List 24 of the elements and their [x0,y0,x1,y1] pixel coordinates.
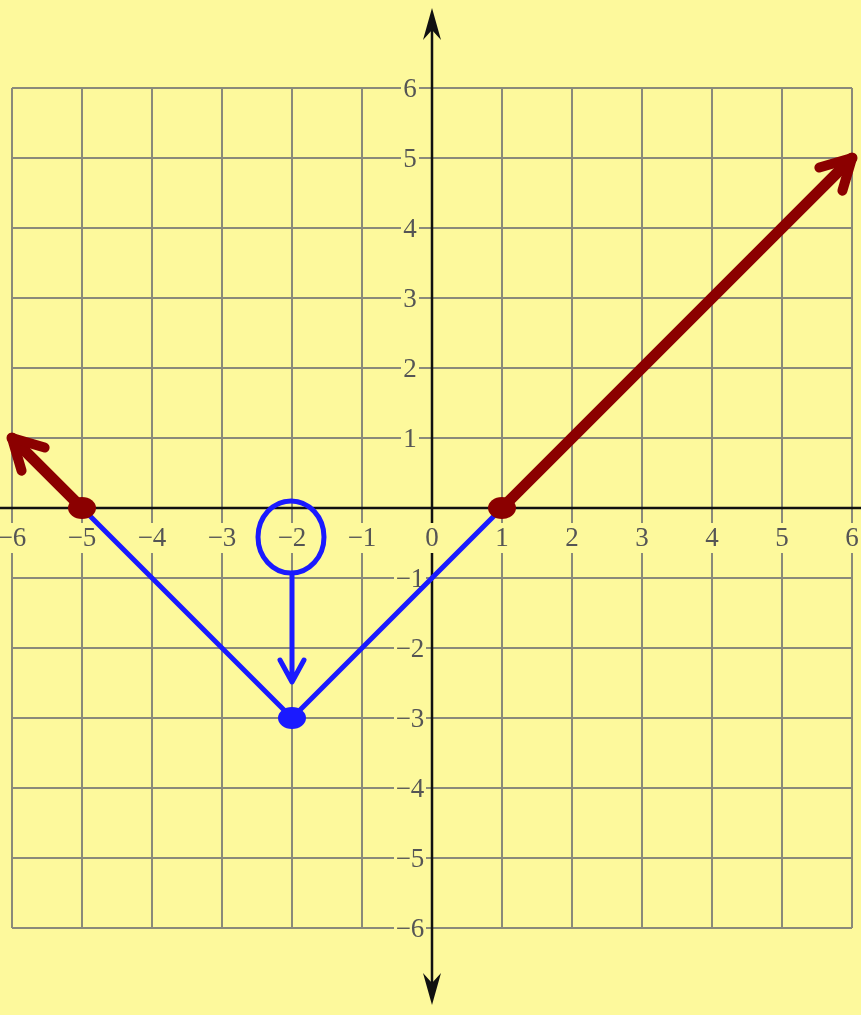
x-tick-label: 4 [705,522,720,552]
x-tick-label: −5 [67,522,97,552]
y-tick-label: 2 [403,353,417,383]
x-tick-label: −2 [277,522,307,552]
x-tick-label: −1 [347,522,377,552]
y-tick-label: −1 [395,563,425,593]
x-tick-label: 2 [565,522,579,552]
y-tick-label: −3 [395,703,425,733]
x-tick-label: 0 [425,522,439,552]
y-tick-label: −5 [395,843,425,873]
x-tick-label: 3 [635,522,649,552]
x-tick-label: 1 [495,522,509,552]
x-tick-label: −3 [207,522,237,552]
y-tick-label: 3 [403,283,417,313]
y-tick-label: 5 [403,143,417,173]
y-tick-label: −4 [395,773,425,803]
x-tick-label: −4 [137,522,167,552]
y-tick-label: 6 [403,73,417,103]
y-tick-label: 4 [403,213,418,243]
x-tick-label: 5 [775,522,789,552]
y-tick-label: −6 [395,913,425,943]
x-tick-label: 6 [845,522,859,552]
y-tick-label: −2 [395,633,425,663]
y-tick-label: 1 [403,423,417,453]
